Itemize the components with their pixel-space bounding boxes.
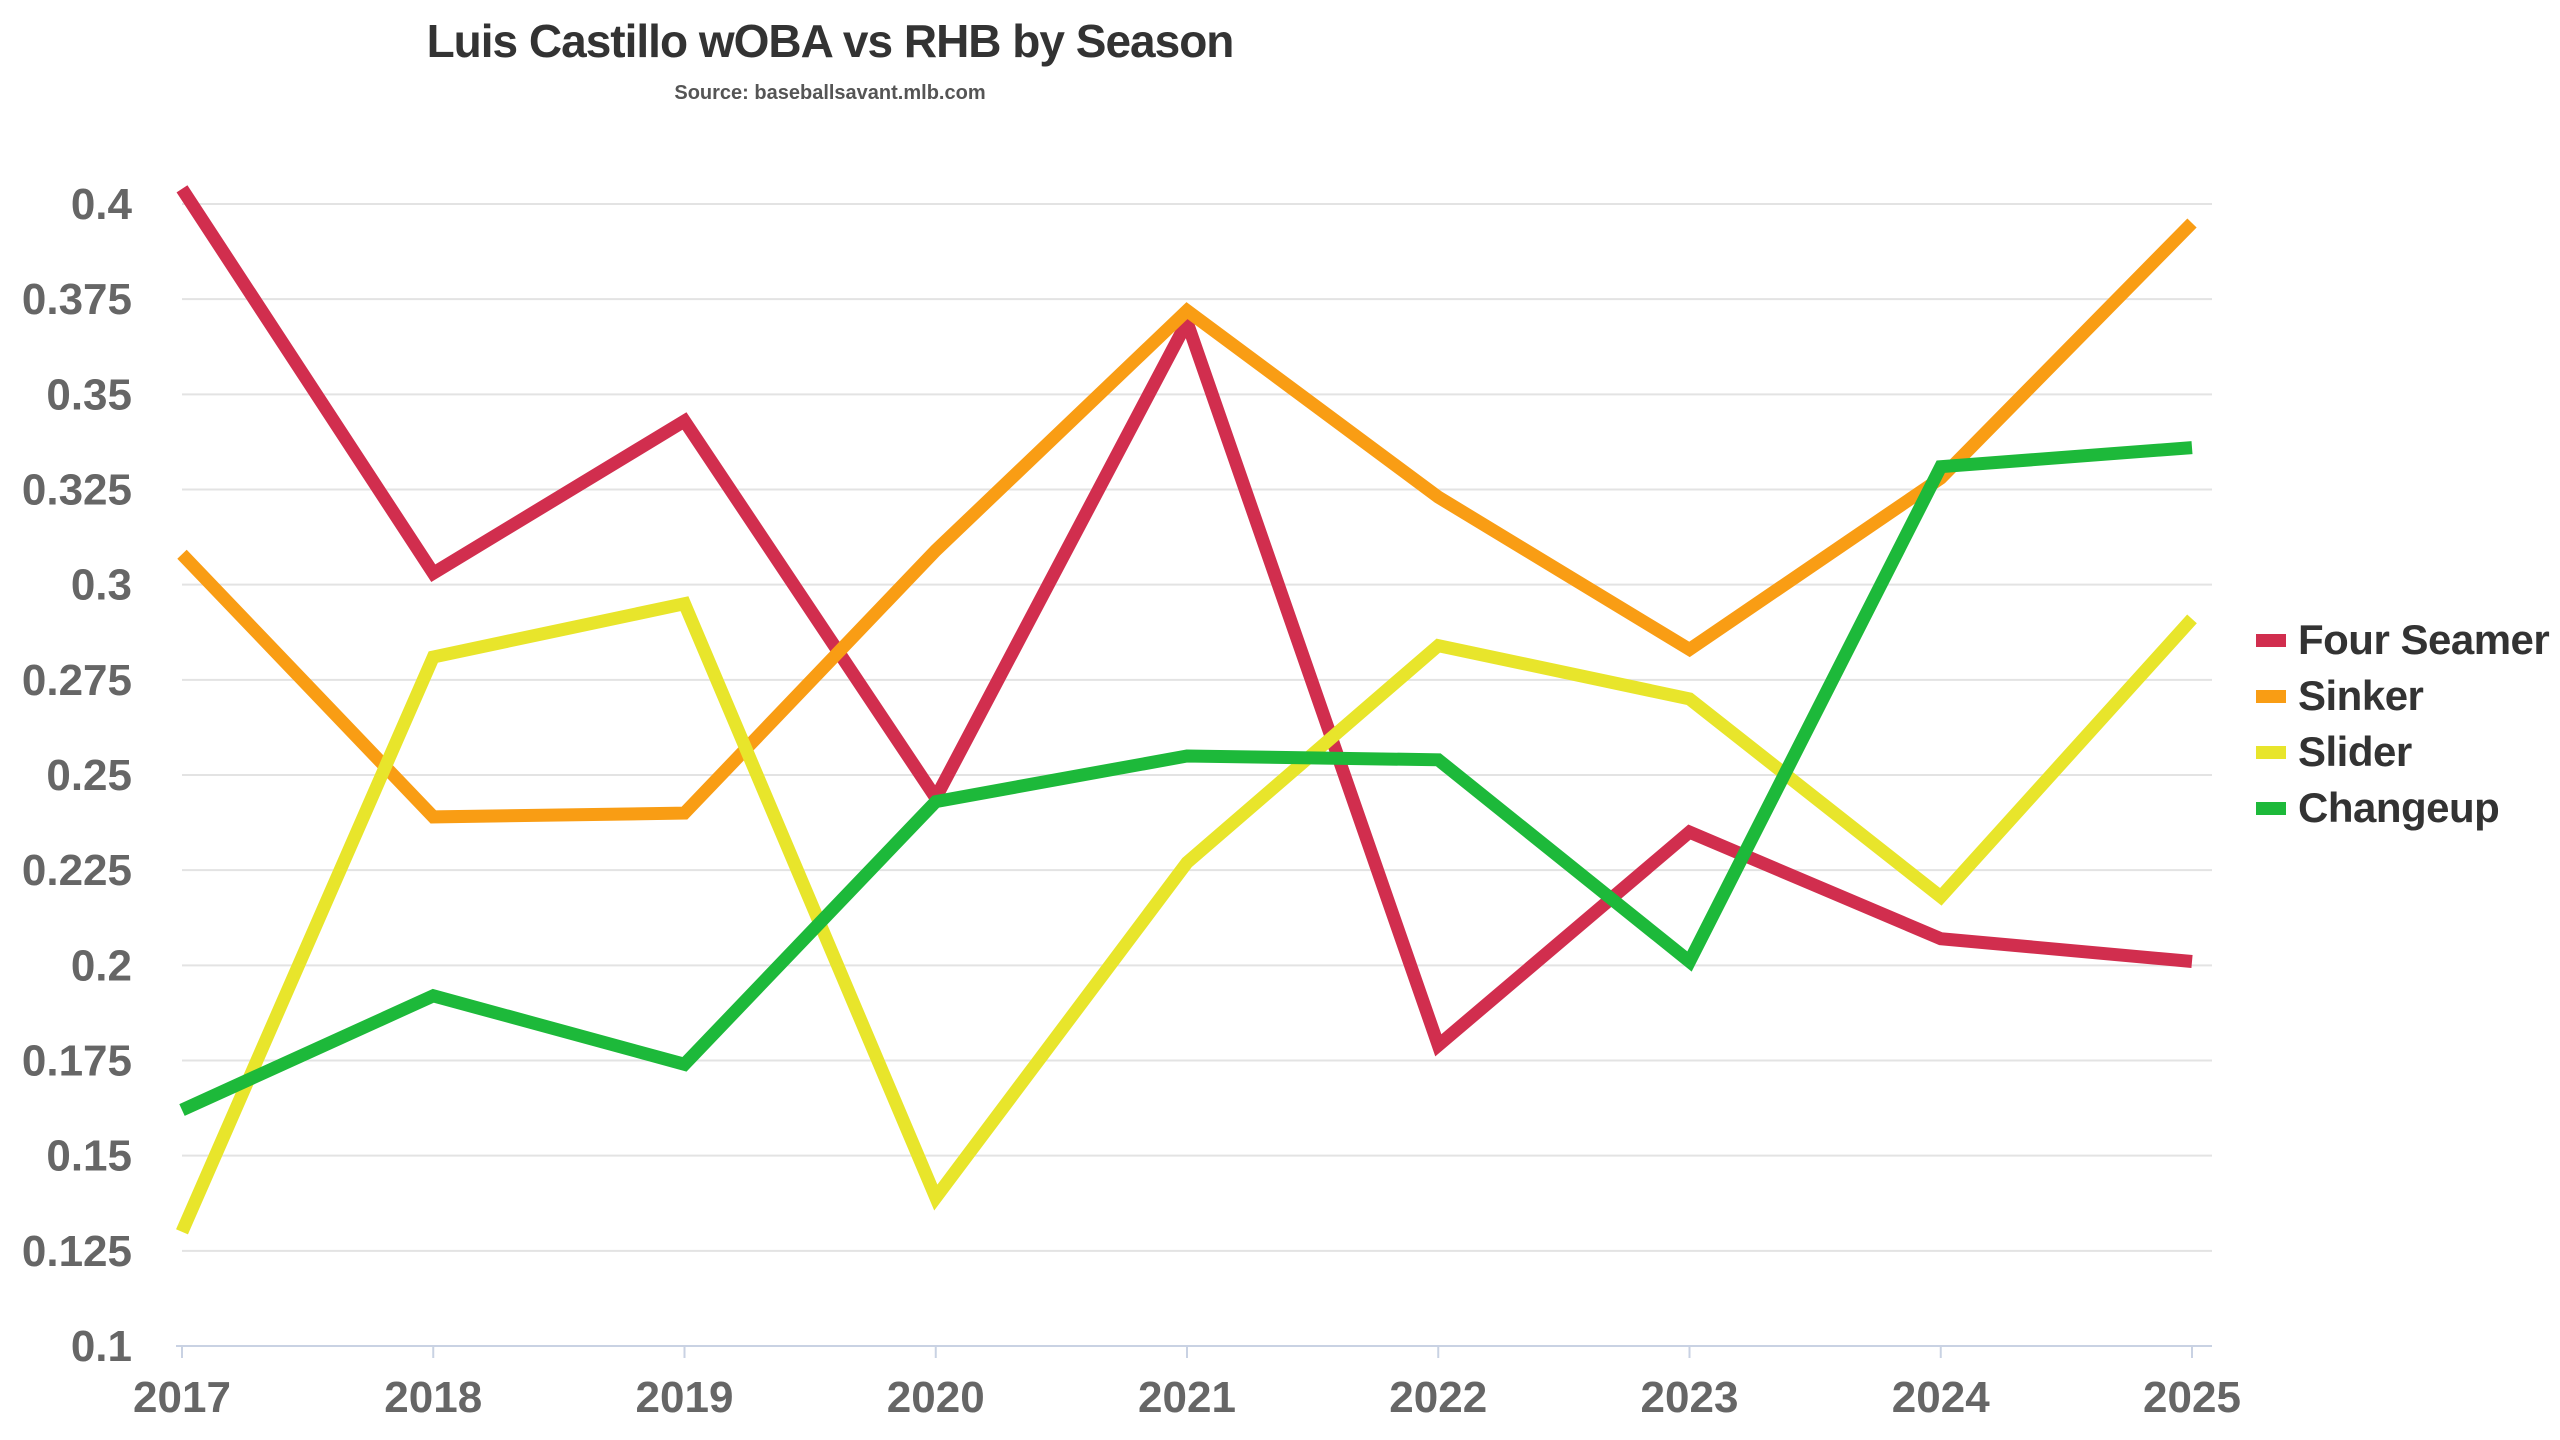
legend-item-sinker[interactable]: Sinker [2256, 668, 2549, 724]
legend-item-four-seamer[interactable]: Four Seamer [2256, 612, 2550, 668]
y-tick-label: 0.125 [22, 1227, 132, 1276]
x-tick-label: 2022 [1389, 1373, 1487, 1422]
series-lines [176, 185, 2197, 1235]
x-tick-label: 2025 [2143, 1373, 2241, 1422]
series-line-changeup [179, 441, 2193, 1116]
x-tick-label: 2021 [1138, 1373, 1236, 1422]
y-tick-label: 0.15 [46, 1132, 132, 1181]
series-line-slider [176, 596, 2197, 1235]
y-tick-label: 0.3 [71, 561, 132, 610]
y-tick-label: 0.1 [71, 1322, 132, 1371]
legend-label: Slider [2298, 728, 2412, 775]
y-tick-label: 0.275 [22, 656, 132, 705]
legend-item-changeup[interactable]: Changeup [2256, 780, 2549, 836]
x-tick-label: 2024 [1892, 1373, 1990, 1422]
axes [176, 1345, 2212, 1358]
legend-label: Changeup [2298, 784, 2500, 831]
y-tick-label: 0.25 [46, 751, 132, 800]
y-tick-label: 0.2 [71, 941, 132, 990]
legend-item-slider[interactable]: Slider [2256, 724, 2549, 780]
legend-swatch [2256, 689, 2286, 703]
series-line-sinker [177, 218, 2197, 824]
x-tick-label: 2023 [1641, 1373, 1739, 1422]
x-tick-label: 2020 [887, 1373, 985, 1422]
y-tick-label: 0.225 [22, 846, 132, 895]
tick-labels: 0.1 0.125 0.15 0.175 0.2 0.225 0.25 0.275 0.3 0.3… [22, 180, 2241, 1422]
y-tick-label: 0.175 [22, 1037, 132, 1086]
legend: Four Seamer Sinker Slider Changeup [2256, 612, 2550, 836]
x-tick-label: 2018 [384, 1373, 482, 1422]
y-tick-label: 0.4 [71, 180, 133, 229]
legend-label: Sinker [2298, 672, 2424, 719]
y-tick-label: 0.35 [46, 370, 132, 419]
legend-swatch [2256, 801, 2286, 815]
chart-subtitle: Source: baseballsavant.mlb.com [674, 82, 986, 104]
y-tick-label: 0.375 [22, 275, 132, 324]
legend-swatch [2256, 745, 2286, 759]
x-tick-label: 2017 [133, 1373, 231, 1422]
legend-swatch [2256, 633, 2286, 647]
series-line-four-seamer [176, 185, 2193, 1057]
legend-label: Four Seamer [2298, 616, 2550, 663]
x-tick-label: 2019 [636, 1373, 734, 1422]
chart-title: Luis Castillo wOBA vs RHB by Season [426, 15, 1235, 67]
y-tick-label: 0.325 [22, 466, 132, 515]
